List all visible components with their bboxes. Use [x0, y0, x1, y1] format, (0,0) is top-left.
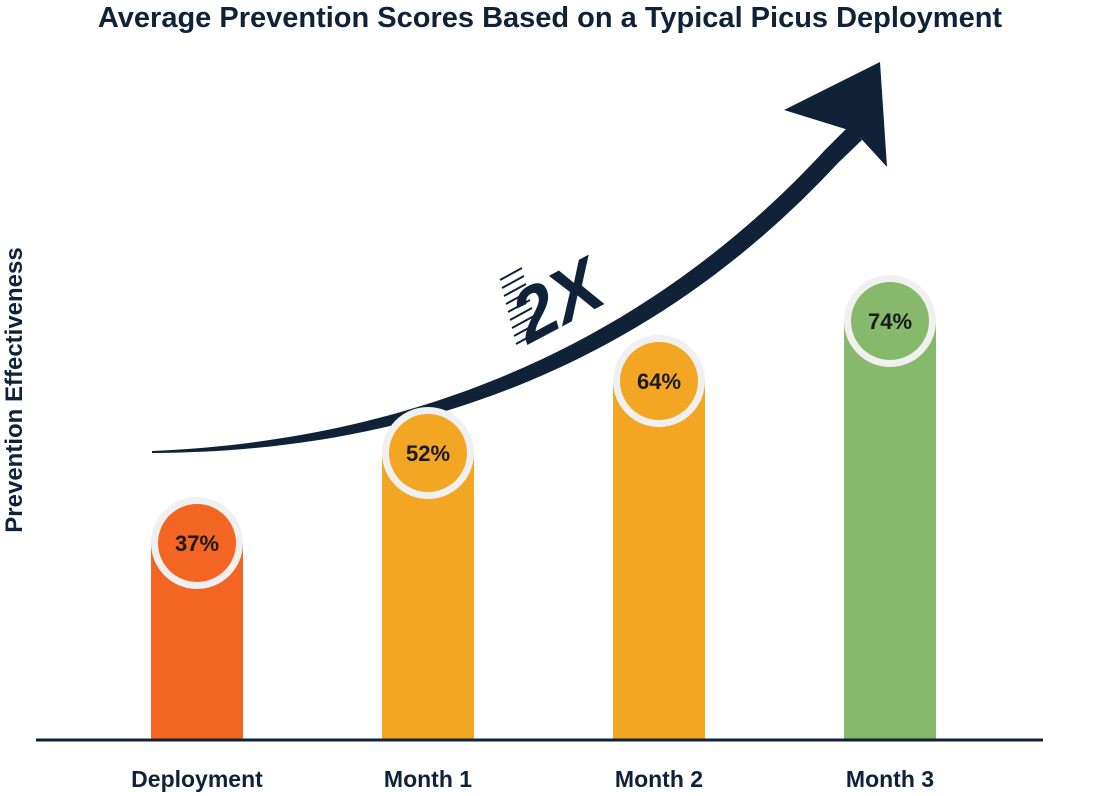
x-tick-label: Deployment	[131, 766, 263, 792]
bars-group: 37% 52% 64% 74%	[151, 275, 936, 740]
data-label: 64%	[637, 369, 681, 394]
x-tick-label: Month 2	[615, 766, 703, 792]
value-badge	[158, 504, 236, 582]
y-axis-label: Prevention Effectiveness	[1, 247, 28, 532]
arrow-head	[784, 62, 887, 167]
annotation-speed-lines	[499, 267, 539, 345]
data-label: 52%	[406, 441, 450, 466]
data-label: 37%	[175, 531, 219, 556]
bar-month-2	[613, 381, 705, 740]
data-label: 74%	[868, 309, 912, 334]
x-tick-label: Month 3	[846, 766, 934, 792]
value-badge	[389, 414, 467, 492]
value-badge	[851, 282, 929, 360]
chart-title: Average Prevention Scores Based on a Typ…	[97, 2, 1003, 34]
value-badge	[620, 342, 698, 420]
x-tick-label: Month 1	[384, 766, 472, 792]
x-tick-labels: Deployment Month 1 Month 2 Month 3	[131, 766, 934, 792]
bar-month-1	[382, 453, 474, 740]
bar-month-3	[844, 321, 936, 740]
growth-arrow: 2X	[152, 62, 887, 453]
arrow-shaft	[152, 125, 862, 453]
